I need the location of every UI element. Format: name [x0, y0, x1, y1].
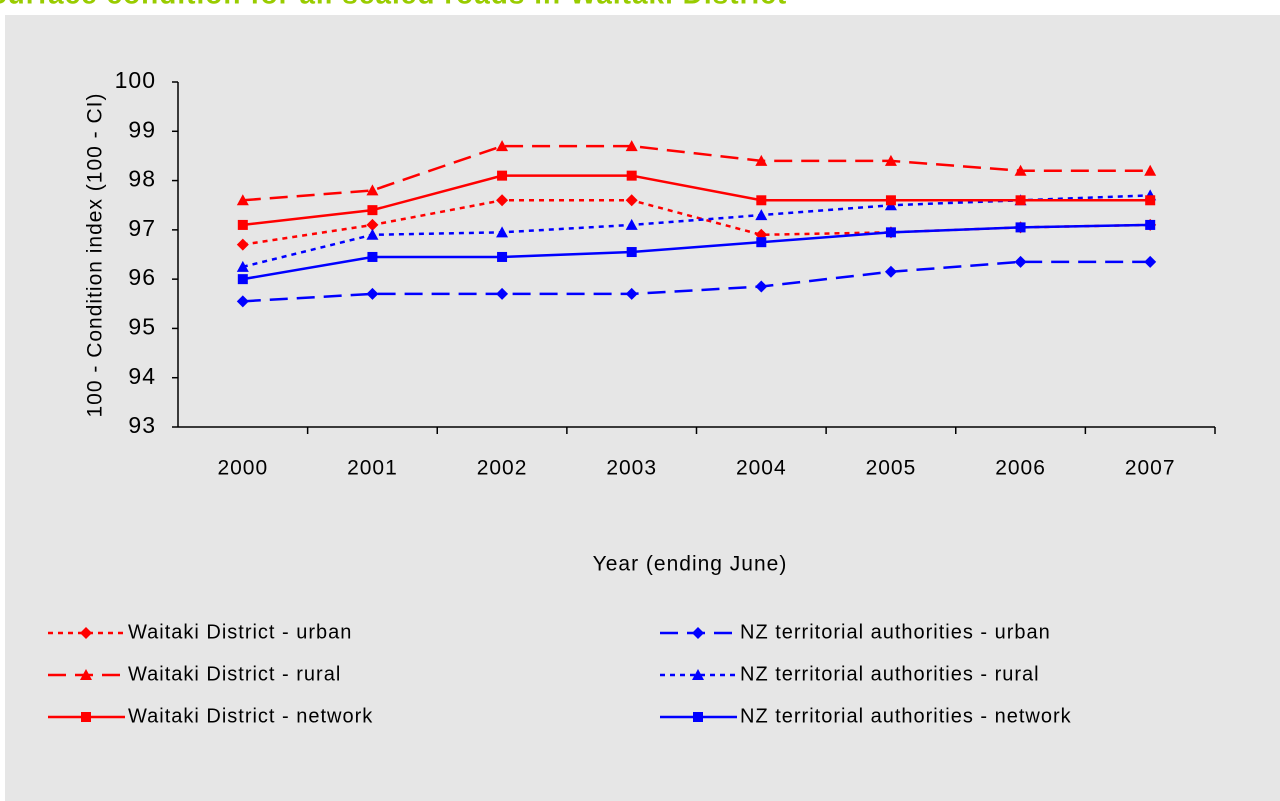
- data-point: [625, 287, 638, 300]
- data-point: [1014, 255, 1027, 268]
- legend-marker: [692, 669, 704, 680]
- data-point: [1145, 219, 1156, 230]
- data-point: [756, 195, 767, 206]
- data-point: [236, 238, 249, 251]
- x-tick-label: 2007: [1125, 457, 1176, 480]
- data-point: [366, 218, 379, 231]
- x-tick-label: 2000: [217, 457, 268, 480]
- data-point: [1015, 222, 1026, 233]
- data-point: [236, 260, 249, 272]
- data-point: [885, 227, 896, 238]
- legend-marker: [693, 712, 703, 722]
- legend-label: NZ territorial authorities - urban: [740, 621, 1051, 643]
- legend-label: Waitaki District - urban: [128, 621, 352, 643]
- data-point: [884, 154, 897, 166]
- data-point: [496, 194, 509, 207]
- data-point: [626, 247, 637, 258]
- data-point: [884, 265, 897, 278]
- legend-marker: [692, 627, 704, 639]
- chart-background: [5, 15, 1280, 801]
- data-point: [755, 280, 768, 293]
- x-tick-label: 2004: [736, 457, 787, 480]
- data-point: [366, 228, 379, 240]
- x-tick-label: 2002: [477, 457, 528, 480]
- data-point: [625, 218, 638, 230]
- data-point: [625, 194, 638, 207]
- data-point: [497, 251, 508, 262]
- data-point: [497, 170, 508, 181]
- y-tick-label: 97: [128, 215, 156, 241]
- y-tick-label: 99: [128, 116, 156, 142]
- legend-label: NZ territorial authorities - network: [740, 705, 1072, 727]
- data-point: [236, 295, 249, 308]
- data-point: [367, 205, 378, 216]
- data-point: [366, 184, 379, 196]
- data-point: [1144, 164, 1157, 176]
- legend-label: NZ territorial authorities - rural: [740, 663, 1040, 685]
- y-tick-label: 98: [128, 166, 156, 192]
- x-tick-label: 2001: [347, 457, 398, 480]
- x-tick-label: 2005: [866, 457, 917, 480]
- series-line: [242, 260, 1151, 303]
- data-point: [1145, 195, 1156, 206]
- data-point: [237, 274, 248, 285]
- data-point: [237, 219, 248, 230]
- data-point: [496, 140, 509, 152]
- legend-marker: [81, 712, 91, 722]
- chart-title: Surface condition for all sealed roads i…: [0, 0, 787, 9]
- y-axis-label: 100 - Condition index (100 - CI): [84, 93, 107, 418]
- y-tick-label: 100: [115, 67, 156, 93]
- data-point: [367, 251, 378, 262]
- data-point: [1144, 255, 1157, 268]
- series-line: [242, 223, 1151, 281]
- y-tick-label: 93: [128, 412, 156, 438]
- data-point: [626, 170, 637, 181]
- data-point: [1014, 164, 1027, 176]
- y-tick-label: 95: [128, 314, 156, 340]
- x-tick-label: 2003: [606, 457, 657, 480]
- x-axis-label: Year (ending June): [593, 553, 788, 576]
- data-point: [496, 226, 509, 238]
- data-point: [625, 140, 638, 152]
- data-point: [756, 237, 767, 248]
- data-point: [366, 287, 379, 300]
- x-tick-label: 2006: [995, 457, 1046, 480]
- data-point: [236, 194, 249, 206]
- legend-label: Waitaki District - rural: [128, 663, 341, 685]
- data-point: [1015, 195, 1026, 206]
- y-tick-label: 96: [128, 264, 156, 290]
- legend-marker: [80, 669, 92, 680]
- data-point: [885, 195, 896, 206]
- data-point: [496, 287, 509, 300]
- series-line: [242, 174, 1151, 227]
- legend-marker: [80, 627, 92, 639]
- data-point: [755, 209, 768, 221]
- y-tick-label: 94: [128, 363, 156, 389]
- data-point: [755, 154, 768, 166]
- series-line: [242, 144, 1151, 202]
- legend-label: Waitaki District - network: [128, 705, 373, 727]
